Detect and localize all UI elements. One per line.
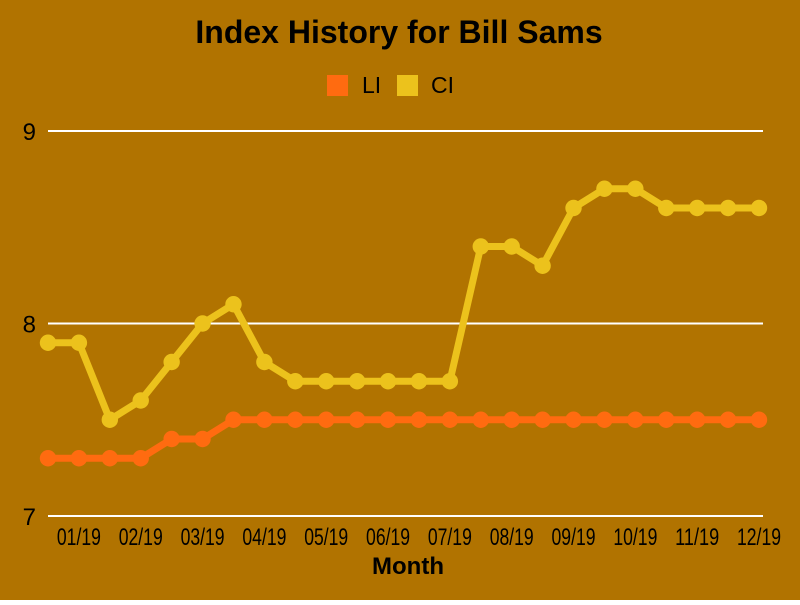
data-point-li[interactable] [658,411,675,428]
data-point-ci[interactable] [256,353,273,371]
gridlines-layer [48,130,763,517]
data-point-li[interactable] [318,411,335,428]
chart-title: Index History for Bill Sams [195,14,602,50]
data-point-li[interactable] [256,411,273,428]
data-point-ci[interactable] [750,199,768,217]
data-point-li[interactable] [503,411,520,428]
data-point-ci[interactable] [39,334,57,351]
data-point-li[interactable] [719,411,737,428]
x-axis-title: Month [372,553,444,580]
data-point-li[interactable] [101,450,119,467]
x-tick-label: 08/19 [490,524,534,551]
data-point-ci[interactable] [379,373,397,390]
x-tick-label: 02/19 [119,524,163,551]
x-tick-label: 04/19 [242,524,286,551]
data-point-ci[interactable] [596,180,613,197]
data-point-li[interactable] [163,430,180,448]
data-point-ci[interactable] [472,238,489,255]
chart-legend: LI CI [327,72,454,98]
legend-swatch-li [327,75,348,96]
data-point-ci[interactable] [318,373,335,390]
series-ci [39,180,768,428]
data-point-ci[interactable] [565,199,582,217]
data-point-ci[interactable] [163,353,180,371]
x-tick-label: 12/19 [737,524,781,551]
data-point-ci[interactable] [410,373,428,390]
data-point-ci[interactable] [101,411,119,428]
data-point-ci[interactable] [627,180,644,197]
data-point-ci[interactable] [534,257,551,274]
data-point-li[interactable] [348,411,366,428]
x-tick-label: 06/19 [366,524,410,551]
series-layer [39,180,768,467]
data-point-ci[interactable] [132,392,149,409]
data-point-li[interactable] [472,411,489,428]
x-tick-label: 01/19 [57,524,101,551]
y-tick-label: 9 [23,119,36,146]
legend-item-ci[interactable]: CI [397,72,454,98]
data-point-ci[interactable] [70,334,88,351]
data-point-li[interactable] [70,450,88,467]
x-tick-label: 03/19 [181,524,225,551]
data-point-ci[interactable] [441,373,459,390]
data-point-ci[interactable] [225,296,242,313]
x-tick-label: 10/19 [613,524,657,551]
y-tick-label: 8 [23,312,36,339]
legend-swatch-ci [397,75,418,96]
data-point-ci[interactable] [287,373,304,390]
legend-label-li: LI [362,72,381,98]
data-point-ci[interactable] [194,315,211,332]
data-point-ci[interactable] [348,373,366,390]
legend-item-li[interactable]: LI [327,72,381,98]
x-tick-label: 09/19 [552,524,596,551]
data-point-li[interactable] [627,411,644,428]
data-point-ci[interactable] [658,199,675,217]
data-point-li[interactable] [39,450,57,467]
data-point-li[interactable] [194,430,211,448]
data-point-li[interactable] [132,450,149,467]
data-point-li[interactable] [534,411,551,428]
y-axis-labels: 9 8 7 [23,119,36,531]
data-point-li[interactable] [565,411,582,428]
x-tick-label: 11/19 [675,524,719,551]
data-point-li[interactable] [287,411,304,428]
data-point-ci[interactable] [688,199,706,217]
data-point-li[interactable] [410,411,428,428]
series-li [39,411,768,467]
x-axis-labels: 01/19 02/19 03/19 04/19 05/19 06/19 07/19 08/19… [57,524,781,551]
data-point-li[interactable] [688,411,706,428]
x-tick-label: 05/19 [304,524,348,551]
data-point-ci[interactable] [503,238,520,255]
y-tick-label: 7 [23,504,36,531]
data-point-li[interactable] [441,411,459,428]
legend-label-ci: CI [431,72,454,98]
data-point-li[interactable] [379,411,397,428]
x-tick-label: 07/19 [428,524,472,551]
data-point-ci[interactable] [719,199,737,217]
data-point-li[interactable] [596,411,613,428]
data-point-li[interactable] [225,411,242,428]
data-point-li[interactable] [750,411,768,428]
